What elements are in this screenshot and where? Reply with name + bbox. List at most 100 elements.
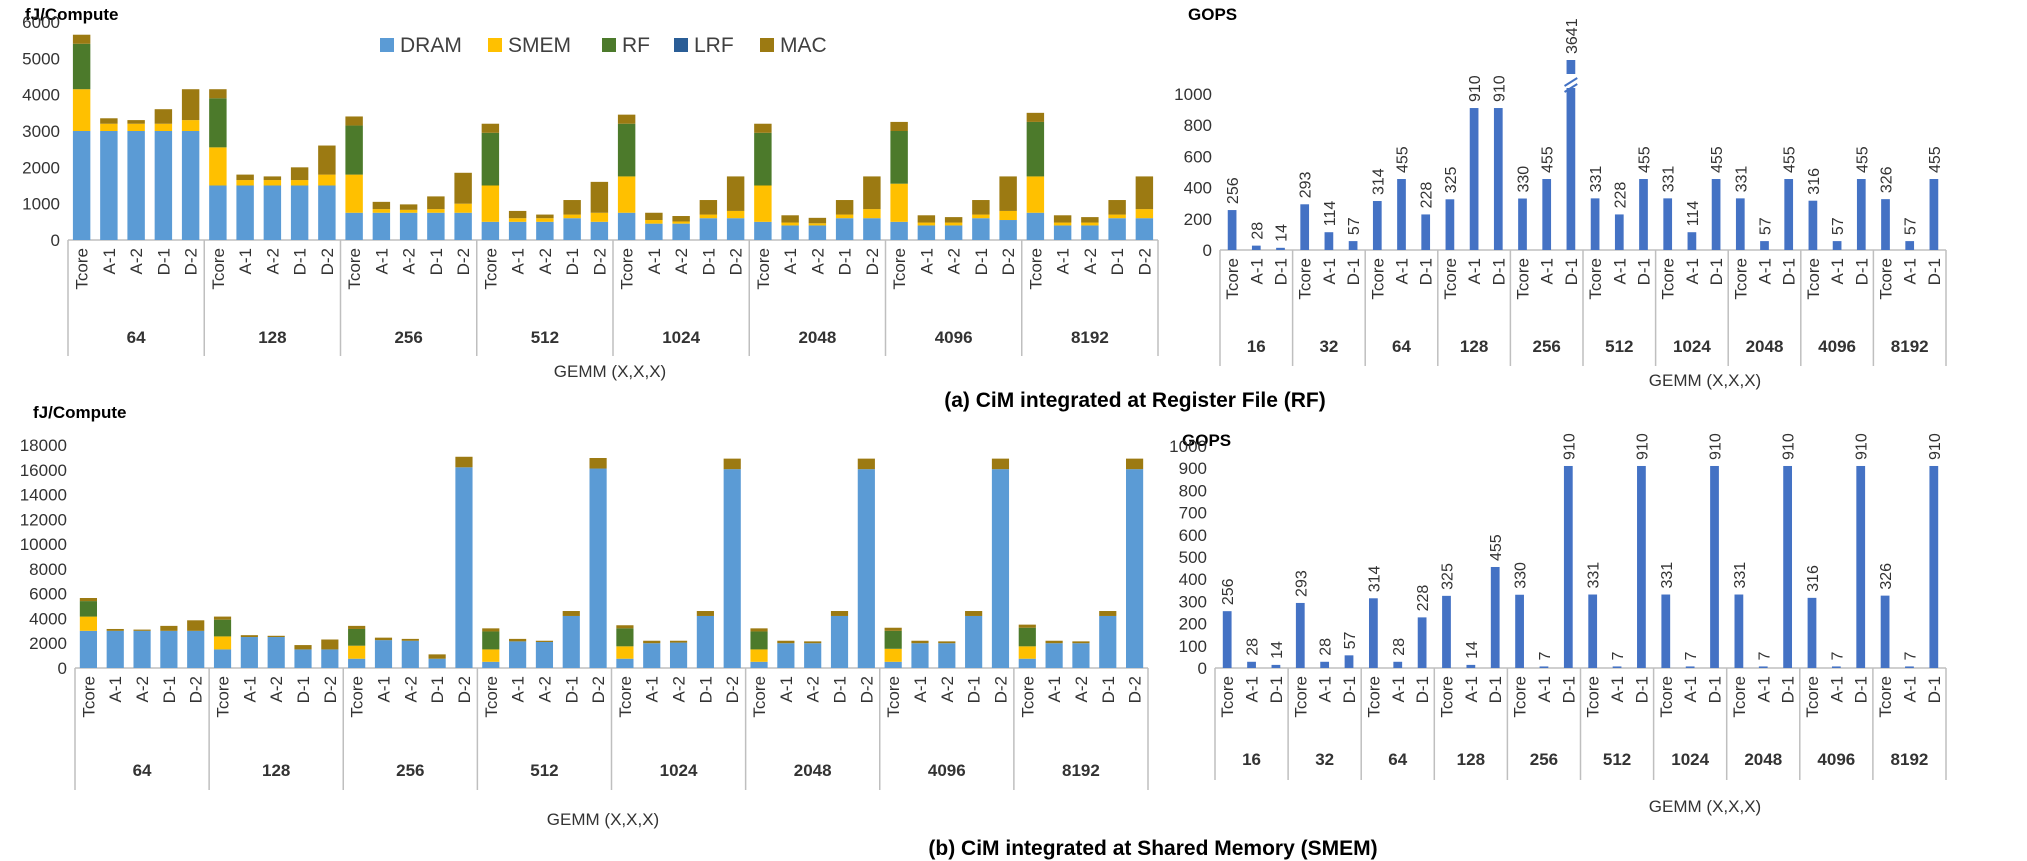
bar-segment-smem	[318, 174, 336, 186]
gops-bar	[1929, 465, 1939, 668]
bar-segment-mac	[1053, 215, 1072, 223]
bar-segment-dram	[294, 649, 312, 668]
category-label: A-1	[1462, 676, 1481, 702]
category-label: A-2	[945, 248, 964, 274]
gops-bar	[1445, 199, 1455, 250]
bar-segment-dram	[1108, 218, 1126, 240]
bar-segment-dram	[187, 630, 205, 668]
bar-segment-rf	[616, 628, 634, 647]
category-label: D-2	[727, 248, 746, 275]
category-label: Tcore	[1018, 676, 1037, 718]
category-label: D-1	[1559, 676, 1578, 703]
data-label: 910	[1927, 433, 1944, 460]
data-label: 7	[1683, 651, 1700, 660]
group-label: 2048	[1746, 337, 1784, 356]
category-label: D-1	[1779, 676, 1798, 703]
gops-bar	[1758, 666, 1768, 668]
bar-segment-mac	[536, 214, 554, 219]
gops-bar	[1905, 666, 1914, 668]
bar-segment-dram	[290, 185, 309, 240]
bar-segment-dram	[181, 131, 200, 240]
bar-segment-mac	[590, 181, 609, 213]
bar-segment-dram	[965, 615, 983, 668]
gops-bar	[1832, 241, 1842, 250]
ytick-label: 10000	[20, 535, 67, 554]
category-label: Tcore	[214, 676, 233, 718]
gops-bar	[1880, 595, 1890, 668]
bar-segment-smem	[750, 649, 768, 662]
ytick-label: 200	[1184, 210, 1212, 229]
gops-bar	[1251, 245, 1261, 250]
bar-segment-smem	[345, 174, 363, 213]
bar-segment-smem	[427, 209, 445, 213]
data-label: 114	[1322, 201, 1339, 227]
bar-segment-smem	[616, 646, 634, 659]
bar-segment-mac	[374, 637, 393, 641]
category-label: D-1	[1489, 258, 1508, 285]
bar-segment-dram	[917, 225, 936, 240]
group-label: 4096	[1818, 337, 1856, 356]
bar-segment-dram	[723, 469, 741, 668]
bar-segment-mac	[890, 121, 908, 131]
gops-bar	[1344, 655, 1354, 668]
gops-bar	[1929, 179, 1939, 250]
category-label: Tcore	[616, 676, 635, 718]
bar-segment-mac	[726, 176, 745, 211]
gops-bar	[1760, 241, 1769, 250]
data-label: 910	[1708, 433, 1725, 460]
data-label: 28	[1245, 638, 1262, 656]
category-label: D-2	[589, 676, 608, 703]
category-label: Tcore	[1026, 248, 1045, 290]
bar-segment-smem	[1018, 646, 1036, 659]
bar-segment-dram	[1053, 225, 1072, 240]
group-label: 64	[1392, 337, 1411, 356]
gops-bar	[1563, 465, 1573, 668]
ytick-label: 3000	[22, 122, 60, 141]
legend-swatch-smem	[488, 38, 502, 52]
category-label: D-1	[1417, 258, 1436, 285]
bar-segment-smem	[884, 648, 902, 662]
category-label: A-1	[1465, 258, 1484, 284]
ytick-label: 14000	[20, 486, 67, 505]
group-label: 4096	[935, 328, 973, 347]
gops-bar	[1539, 666, 1549, 668]
category-label: A-2	[670, 676, 689, 702]
group-label: 128	[258, 328, 286, 347]
data-label: 325	[1439, 563, 1456, 590]
group-label: 256	[1530, 750, 1558, 769]
bar-segment-smem	[863, 209, 881, 219]
data-label: 325	[1443, 167, 1460, 194]
bar-segment-mac	[318, 145, 336, 175]
category-label: A-1	[1754, 676, 1773, 702]
bar-segment-rf	[754, 132, 772, 186]
category-label: Tcore	[1364, 676, 1383, 718]
category-label: D-1	[1413, 676, 1432, 703]
bar-segment-mac	[777, 640, 795, 644]
energy-rf-ylabel: fJ/Compute	[25, 5, 119, 24]
bar-segment-mac	[372, 201, 391, 210]
category-label: Tcore	[1657, 676, 1676, 718]
bar-segment-dram	[830, 615, 849, 668]
data-label: 7	[1537, 651, 1554, 660]
data-label: 910	[1467, 75, 1484, 102]
legend-swatch-dram	[380, 38, 394, 52]
category-label: D-2	[863, 248, 882, 275]
bar-segment-dram	[1126, 469, 1144, 668]
data-label: 228	[1415, 585, 1432, 612]
bar-segment-mac	[830, 611, 849, 616]
category-label: D-1	[294, 676, 313, 703]
gops-bar	[1222, 611, 1232, 668]
bar-segment-smem	[890, 183, 908, 222]
category-label: D-1	[1780, 258, 1799, 285]
gops-bar	[1784, 179, 1794, 250]
bar-segment-smem	[536, 218, 554, 222]
ytick-label: 900	[1179, 459, 1207, 478]
bar-segment-mac	[669, 640, 688, 643]
category-label: D-1	[1852, 258, 1871, 285]
gops-bar	[1247, 661, 1256, 668]
category-label: A-1	[372, 248, 391, 274]
gops-bar	[1368, 598, 1378, 668]
category-label: D-1	[563, 248, 582, 275]
ytick-label: 200	[1179, 615, 1207, 634]
category-label: D-1	[562, 676, 581, 703]
